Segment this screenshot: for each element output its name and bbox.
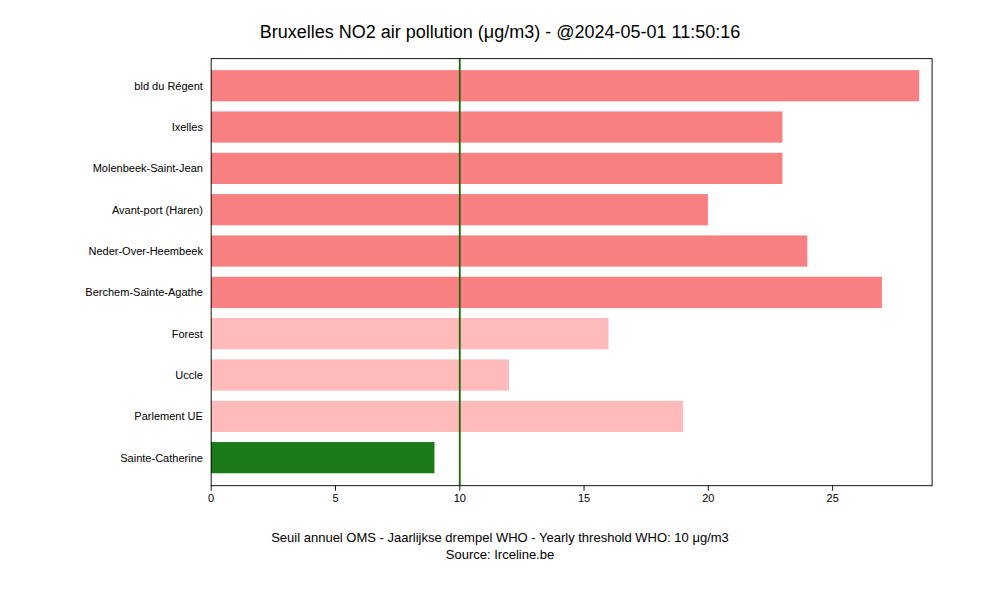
html-text:Bruxelles NO2 air pollution (μ: Bruxelles NO2 air pollution (μg/m3) - @2… <box>259 22 741 42</box>
svg-text:Avant-port (Haren): Avant-port (Haren) <box>112 204 203 216</box>
svg-text:Neder-Over-Heembeek: Neder-Over-Heembeek <box>88 245 203 257</box>
svg-text:0: 0 <box>208 492 214 504</box>
svg-text:10: 10 <box>454 492 466 504</box>
svg-text:5: 5 <box>332 492 338 504</box>
svg-text:25: 25 <box>827 492 839 504</box>
svg-text:Forest: Forest <box>172 328 203 340</box>
svg-text:Parlement UE: Parlement UE <box>134 410 203 422</box>
svg-text:Berchem-Sainte-Agathe: Berchem-Sainte-Agathe <box>85 286 203 298</box>
svg-text:bld du Régent: bld du Régent <box>134 80 203 92</box>
svg-text:20: 20 <box>702 492 714 504</box>
svg-text:Uccle: Uccle <box>175 369 203 381</box>
svg-text:Molenbeek-Saint-Jean: Molenbeek-Saint-Jean <box>93 162 203 174</box>
svg-text:15: 15 <box>578 492 590 504</box>
svg-text:Sainte-Catherine: Sainte-Catherine <box>120 452 203 464</box>
html-text:Seuil annuel OMS - Jaarlijkse: Seuil annuel OMS - Jaarlijkse drempel WH… <box>271 529 729 563</box>
svg-text:Ixelles: Ixelles <box>172 121 204 133</box>
